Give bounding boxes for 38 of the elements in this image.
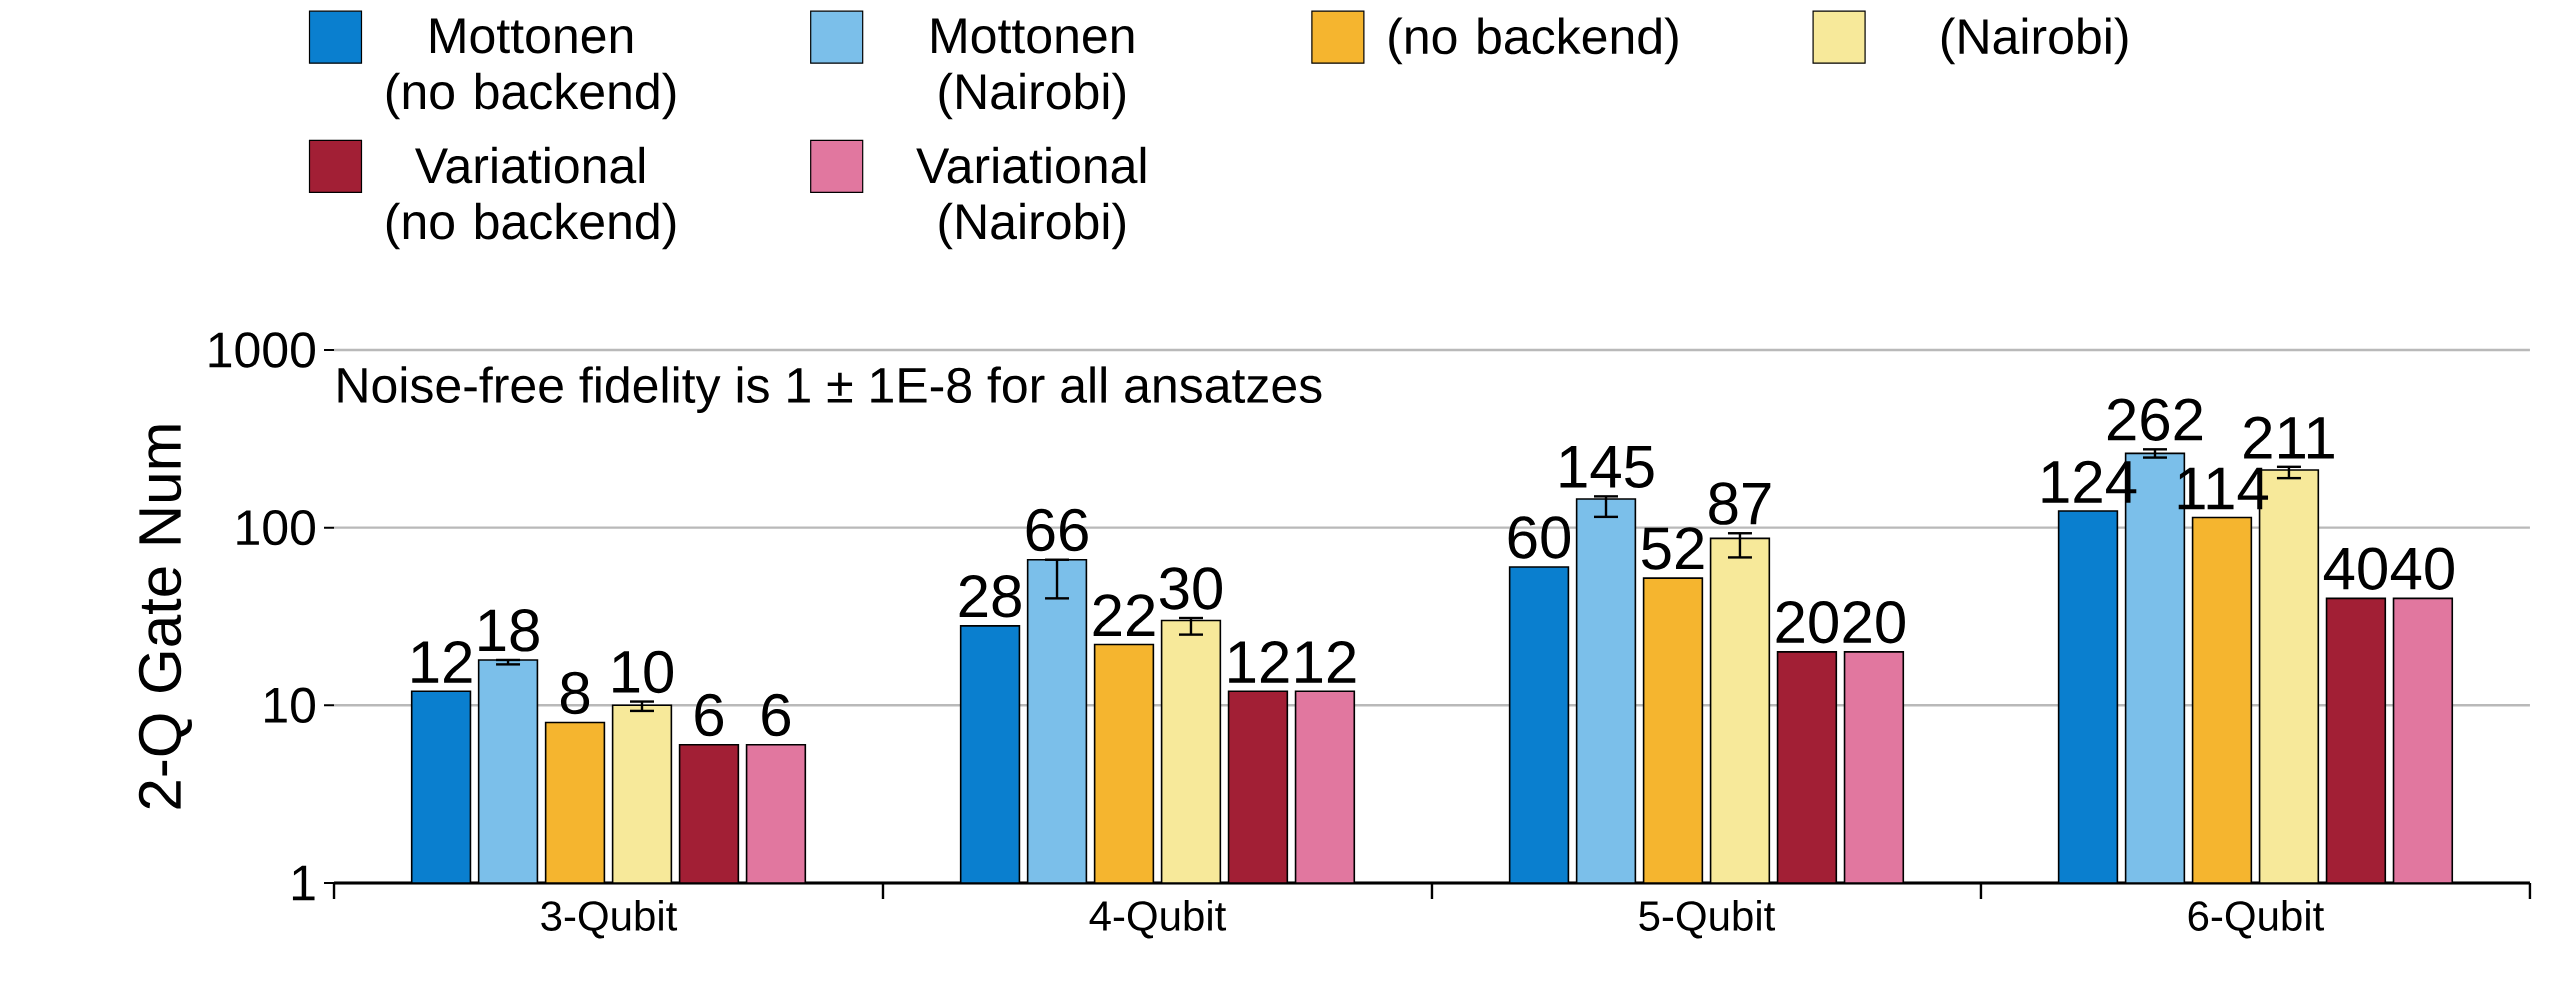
data-label: 12 <box>1229 640 1289 683</box>
x-tick-label: 6-Qubit <box>2188 900 2324 939</box>
data-label: 66 <box>1026 508 1088 552</box>
data-label: 40 <box>2323 547 2387 590</box>
legend-label: Variational (Nairobi) <box>916 146 1146 250</box>
y-tick-label: 100 <box>237 509 315 546</box>
data-label: 20 <box>1776 600 1838 644</box>
x-tick-label: 3-Qubit <box>541 900 678 939</box>
data-label: 28 <box>959 574 1021 618</box>
data-label: 211 <box>2244 416 2334 459</box>
y-axis-title: 2-Q Gate Num <box>138 425 192 809</box>
x-tick-label: 5-Qubit <box>1639 900 1775 939</box>
data-label: 52 <box>1642 527 1704 570</box>
legend-label: (Nairobi) <box>1941 17 2128 65</box>
data-label: 18 <box>479 609 539 652</box>
data-label: 60 <box>1508 516 1571 559</box>
data-label: 12 <box>1296 640 1356 683</box>
data-label: 12 <box>412 640 472 683</box>
data-label: 22 <box>1093 594 1155 637</box>
data-label: 40 <box>2390 547 2454 590</box>
data-label: 6 <box>762 693 790 737</box>
y-tick-label: 1 <box>292 865 315 901</box>
legend-label: Variational (no backend) <box>386 146 676 250</box>
data-label: 8 <box>560 671 590 715</box>
data-label: 6 <box>695 693 724 737</box>
data-label: 87 <box>1709 482 1771 525</box>
legend-label: Mottonen (no backend) <box>386 18 676 120</box>
y-tick-label: 1000 <box>209 332 315 368</box>
data-label: 262 <box>2107 398 2203 441</box>
legend-label: Mottonen (Nairobi) <box>932 18 1134 120</box>
annotation: Noise-free fidelity is 1 ± 1E-8 for all ansatzes <box>338 366 1322 413</box>
y-tick-label: 10 <box>265 687 315 724</box>
data-label: 20 <box>1843 600 1905 644</box>
data-label: 10 <box>613 650 674 694</box>
data-label: 30 <box>1159 567 1222 610</box>
x-tick-label: 4-Qubit <box>1089 900 1227 939</box>
legend-label: (no backend) <box>1389 17 1678 65</box>
data-label: 145 <box>1560 446 1654 488</box>
